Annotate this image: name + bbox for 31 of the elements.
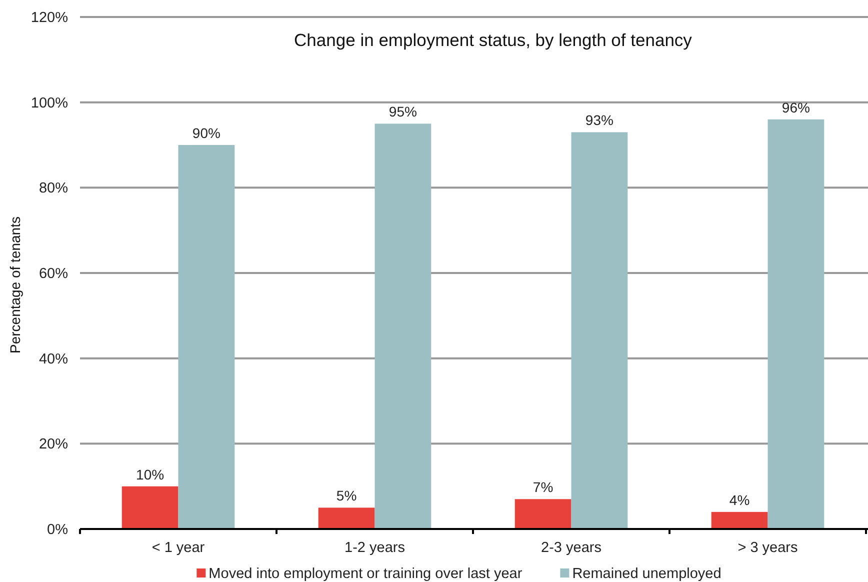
bar: [374, 124, 432, 529]
x-tick-label: 1-2 years: [344, 540, 405, 556]
data-label: 4%: [729, 492, 750, 508]
bar: [711, 512, 768, 529]
data-label: 5%: [336, 488, 357, 504]
data-label: 96%: [782, 99, 810, 116]
y-axis-title: Percentage of tenants: [7, 216, 23, 354]
x-tick-label: 2-3 years: [541, 540, 602, 556]
x-tick-label: > 3 years: [738, 540, 798, 556]
legend-label: Remained unemployed: [572, 566, 722, 582]
y-tick-label: 60%: [38, 266, 68, 282]
bar: [514, 499, 572, 529]
data-label: 93%: [585, 112, 614, 128]
y-tick-label: 100%: [30, 95, 68, 112]
bar: [768, 119, 824, 529]
x-tick-label: < 1 year: [152, 540, 205, 556]
bar: [571, 132, 628, 529]
bar: [178, 145, 235, 529]
y-tick-label: 40%: [38, 351, 68, 368]
bar: [122, 486, 178, 529]
data-label: 7%: [532, 479, 554, 496]
y-tick-label: 80%: [38, 180, 68, 197]
legend-label: Moved into employment or training over last year: [208, 566, 522, 582]
data-label: 95%: [388, 104, 417, 120]
y-tick-label: 20%: [38, 436, 68, 453]
text: Change in employment status, by length of tenancy: [294, 30, 692, 50]
y-tick-label: 0%: [47, 522, 68, 538]
y-tick-label: 120%: [30, 10, 68, 26]
bar: [318, 508, 375, 529]
data-label: 10%: [136, 466, 164, 482]
data-label: 90%: [192, 125, 220, 141]
